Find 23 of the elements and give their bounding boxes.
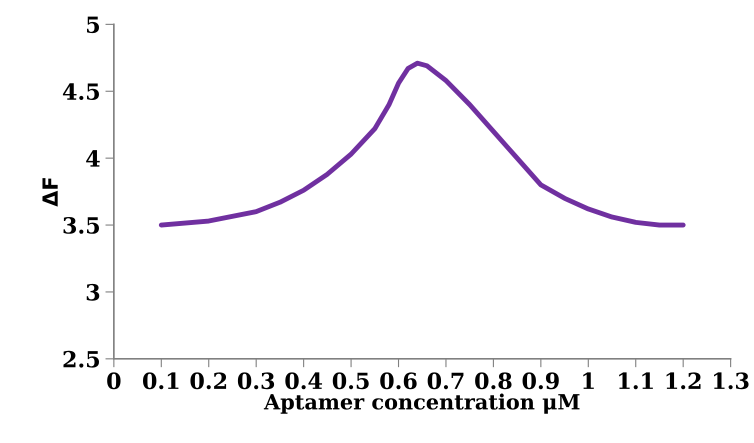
- x-tick-label: 0.1: [143, 372, 178, 390]
- line-series: [158, 60, 686, 228]
- y-tick-label: 4.5: [62, 83, 99, 100]
- x-tick-label: 0: [107, 372, 121, 390]
- y-tick-label: 3: [86, 284, 100, 301]
- y-axis-title: ΔF: [42, 178, 58, 207]
- x-tick-label: 1.2: [666, 372, 701, 390]
- y-tick-label: 2.5: [63, 350, 99, 368]
- x-tick-label: 0.7: [428, 372, 464, 390]
- x-tick-label: 0.9: [522, 372, 559, 390]
- x-tick-label: 0.6: [380, 372, 417, 390]
- y-tick-label: 5: [87, 16, 99, 34]
- x-tick-label: 0.3: [238, 372, 274, 390]
- x-tick-label: 1: [583, 372, 594, 389]
- x-tick-label: 0.5: [332, 372, 369, 390]
- y-tick-label: 3.5: [64, 216, 99, 234]
- x-tick-label: 0.4: [285, 372, 322, 390]
- x-tick-label: 0.8: [475, 372, 512, 390]
- x-tick-label: 1.1: [619, 372, 653, 390]
- x-tick-label: 1.3: [714, 372, 749, 390]
- x-axis-title: Aptamer concentration μM: [264, 394, 580, 414]
- x-tick-label: 0.2: [190, 372, 226, 390]
- y-tick-label: 4: [86, 150, 100, 167]
